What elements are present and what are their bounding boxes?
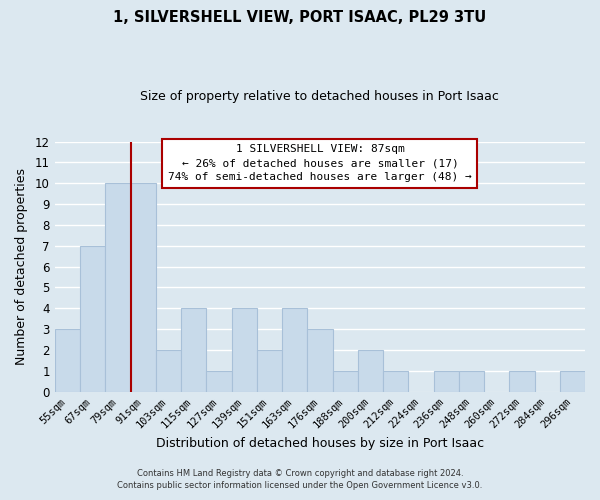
Text: 1, SILVERSHELL VIEW, PORT ISAAC, PL29 3TU: 1, SILVERSHELL VIEW, PORT ISAAC, PL29 3T… (113, 10, 487, 25)
Bar (232, 308, 257, 392)
Bar (181, 308, 206, 392)
Text: 1 SILVERSHELL VIEW: 87sqm
← 26% of detached houses are smaller (17)
74% of semi-: 1 SILVERSHELL VIEW: 87sqm ← 26% of detac… (168, 144, 472, 182)
Bar (358, 350, 383, 392)
Bar (80, 246, 106, 392)
Bar (509, 371, 535, 392)
Title: Size of property relative to detached houses in Port Isaac: Size of property relative to detached ho… (140, 90, 499, 103)
Y-axis label: Number of detached properties: Number of detached properties (15, 168, 28, 365)
Bar (131, 184, 156, 392)
Bar (106, 184, 131, 392)
Bar (383, 371, 408, 392)
Bar (560, 371, 585, 392)
Bar (257, 350, 282, 392)
Bar (332, 371, 358, 392)
Bar (434, 371, 459, 392)
Bar (156, 350, 181, 392)
Bar (307, 329, 332, 392)
Bar (282, 308, 307, 392)
Bar (459, 371, 484, 392)
Bar (55, 329, 80, 392)
Bar (206, 371, 232, 392)
X-axis label: Distribution of detached houses by size in Port Isaac: Distribution of detached houses by size … (156, 437, 484, 450)
Text: Contains HM Land Registry data © Crown copyright and database right 2024.
Contai: Contains HM Land Registry data © Crown c… (118, 469, 482, 490)
